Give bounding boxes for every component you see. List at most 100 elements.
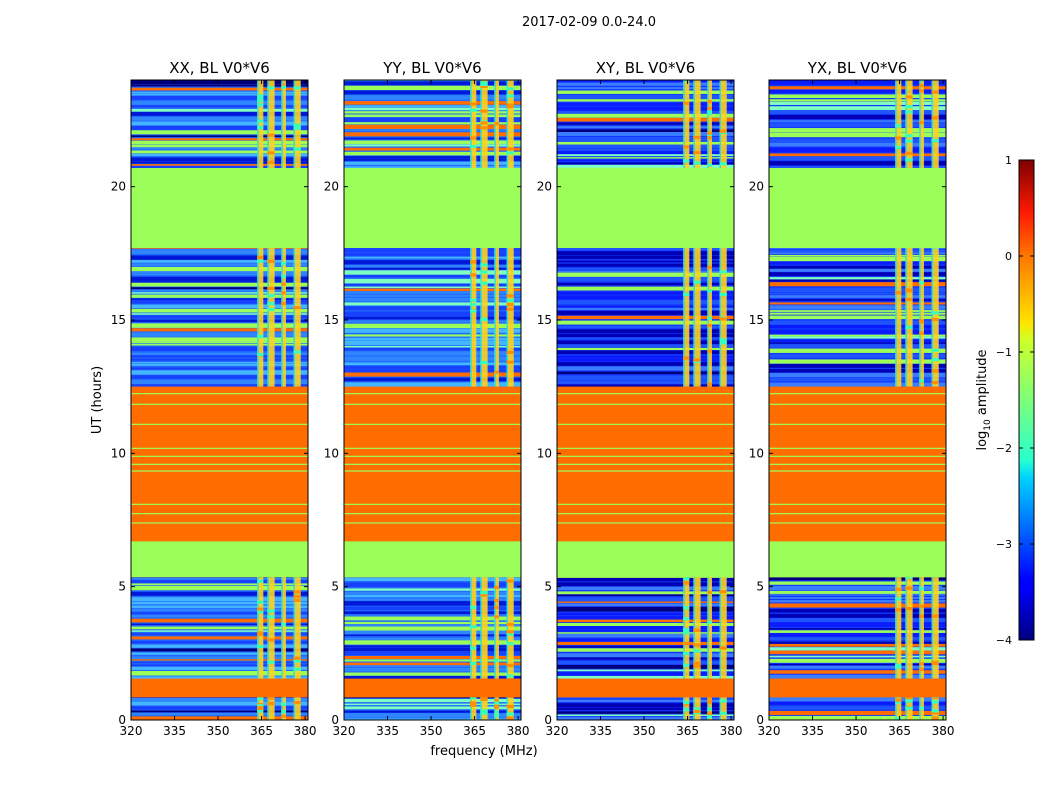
rfi-band	[470, 697, 477, 720]
rfi-band	[931, 577, 939, 679]
flagged-band-high	[769, 386, 946, 492]
flag-line	[769, 522, 946, 524]
x-tick-label: 350	[207, 724, 230, 738]
noisy-band	[557, 576, 734, 679]
flagged-band-high	[131, 386, 308, 492]
rfi-band	[919, 248, 924, 387]
flag-line	[344, 503, 521, 505]
flag-line	[769, 447, 946, 449]
flag-line	[769, 455, 946, 457]
flagged-band-low	[769, 168, 946, 248]
rfi-band	[719, 80, 727, 168]
rfi-band	[293, 577, 301, 679]
flag-line	[557, 403, 734, 405]
colorbar-tick-label: 1	[1005, 154, 1012, 167]
flag-line	[769, 403, 946, 405]
flag-line	[131, 455, 308, 457]
y-tick-label: 0	[118, 713, 126, 727]
y-axis-label: UT (hours)	[90, 366, 105, 434]
flag-line	[769, 513, 946, 515]
x-tick-label: 350	[845, 724, 868, 738]
flag-line	[344, 513, 521, 515]
colorbar-label: log10 amplitude	[975, 349, 993, 450]
flag-line	[557, 463, 734, 465]
flagged-band-high	[344, 494, 521, 542]
figure-title: 2017-02-09 0.0-24.0	[522, 15, 656, 30]
rfi-band	[267, 577, 275, 679]
x-tick-label: 335	[376, 724, 399, 738]
x-tick-label: 365	[463, 724, 486, 738]
rfi-band	[293, 697, 301, 720]
y-tick-label: 15	[537, 313, 552, 327]
x-tick-label: 320	[120, 724, 143, 738]
noisy-band	[769, 574, 946, 679]
y-tick-label: 5	[118, 580, 126, 594]
flag-line	[557, 447, 734, 449]
flagged-band-high	[769, 678, 946, 698]
flagged-band-low	[344, 168, 521, 248]
noisy-band	[769, 694, 946, 720]
y-tick-label: 15	[749, 313, 764, 327]
rfi-band	[257, 248, 264, 387]
flagged-band-low	[557, 168, 734, 248]
plot-frame	[130, 79, 309, 721]
rfi-band	[267, 248, 275, 387]
rfi-band	[905, 80, 913, 168]
rfi-band	[480, 697, 488, 720]
rfi-band	[683, 248, 690, 387]
noisy-band	[557, 696, 734, 720]
rfi-band	[480, 248, 488, 387]
y-tick-label: 10	[749, 446, 764, 460]
colorbar-tick-label: −4	[996, 634, 1012, 647]
y-tick-label: 10	[537, 446, 552, 460]
panel-yy: YY, BL V0*V6 frequency (MHz) 320 335 350 36…	[324, 59, 538, 759]
noisy-band	[344, 577, 521, 679]
rfi-band	[905, 577, 913, 679]
y-tick-label: 20	[324, 180, 339, 194]
panel-xx: XX, BL V0*V6 UT (hours) 320 335 350 365 380 0…	[90, 59, 317, 738]
rfi-band	[895, 248, 902, 387]
noisy-band	[344, 248, 521, 387]
rfi-band	[931, 697, 939, 720]
flag-line	[557, 503, 734, 505]
rfi-band	[895, 577, 902, 679]
x-axis-label: frequency (MHz)	[430, 744, 537, 759]
flag-line	[131, 522, 308, 524]
x-tick-label: 320	[333, 724, 356, 738]
plot-frame	[768, 79, 947, 721]
flag-line	[769, 463, 946, 465]
colorbar-tick-label: −3	[996, 538, 1012, 551]
rfi-band	[693, 80, 701, 168]
rfi-band	[707, 80, 712, 168]
x-tick-label: 380	[294, 724, 317, 738]
panel-xy: XY, BL V0*V6 320 335 350 365 380 0 5 10 15 20	[537, 59, 743, 738]
x-tick-label: 380	[507, 724, 530, 738]
noisy-band	[344, 80, 521, 168]
rfi-band	[895, 697, 902, 720]
flag-line	[344, 470, 521, 472]
flagged-band-high	[131, 678, 308, 698]
y-tick-label: 0	[756, 713, 764, 727]
y-tick-label: 0	[331, 713, 339, 727]
rfi-band	[683, 577, 690, 679]
rfi-band	[257, 80, 264, 168]
flag-line	[557, 522, 734, 524]
rfi-band	[267, 80, 275, 168]
flagged-band-high	[557, 386, 734, 492]
rfi-band	[719, 697, 727, 720]
rfi-band	[470, 80, 477, 168]
noisy-band	[131, 244, 308, 387]
flag-line	[131, 393, 308, 395]
panel-title: YY, BL V0*V6	[382, 59, 481, 77]
x-tick-label: 365	[888, 724, 911, 738]
noisy-band	[344, 696, 521, 720]
x-tick-label: 380	[720, 724, 743, 738]
x-tick-label: 350	[420, 724, 443, 738]
flag-line	[557, 470, 734, 472]
x-tick-label: 320	[758, 724, 781, 738]
rfi-band	[693, 577, 701, 679]
x-tick-label: 335	[801, 724, 824, 738]
panel-title: YX, BL V0*V6	[807, 59, 908, 77]
y-tick-label: 10	[111, 446, 126, 460]
rfi-band	[707, 577, 712, 679]
